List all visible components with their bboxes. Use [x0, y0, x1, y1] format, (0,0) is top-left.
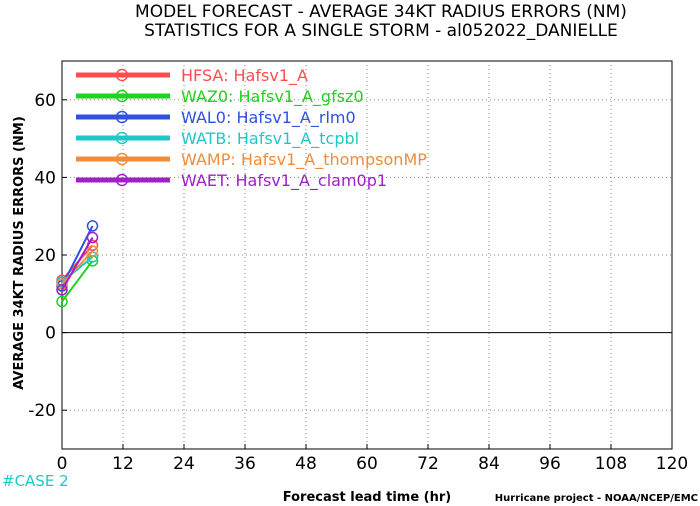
case-label: #CASE 2: [2, 472, 69, 490]
x-tick-label: 0: [57, 454, 68, 474]
series-line: [61, 250, 94, 285]
legend-marker: [115, 68, 129, 82]
data-series: [56, 220, 99, 308]
legend-marker: [115, 110, 129, 124]
y-tick-label: 60: [34, 91, 56, 111]
series-point: [86, 245, 99, 257]
y-tick-label: -20: [28, 401, 56, 421]
legend-series-name: Hafsv1_A_thompsonMP: [241, 150, 427, 170]
chart-title: MODEL FORECAST - AVERAGE 34KT RADIUS ERR…: [135, 2, 627, 22]
legend-marker: [115, 89, 129, 103]
legend-series-name: Hafsv1_A_rlm0: [236, 108, 355, 128]
x-tick-label: 12: [112, 454, 134, 474]
y-tick-label: 40: [34, 168, 56, 188]
x-tick-label: 24: [173, 454, 195, 474]
legend-series-name: Hafsv1_A: [234, 66, 308, 86]
series-point: [86, 231, 99, 244]
legend-label: WAMP: Hafsv1_A_thompsonMP: [181, 150, 427, 170]
grid: [62, 61, 672, 449]
chart-subtitle: STATISTICS FOR A SINGLE STORM - al052022…: [144, 21, 618, 41]
legend-label: WAL0: Hafsv1_A_rlm0: [181, 108, 356, 128]
legend-code: WAET:: [181, 171, 236, 190]
legend-code: HFSA:: [181, 66, 234, 85]
series-point: [56, 284, 68, 296]
legend-marker: [115, 152, 129, 166]
legend-label: WAET: Hafsv1_A_clam0p1: [181, 171, 387, 191]
series-point: [86, 220, 99, 232]
x-tick-label: 48: [295, 454, 317, 474]
legend-marker: [115, 173, 129, 187]
x-tick-label: 96: [539, 454, 561, 474]
x-tick-label: 72: [417, 454, 439, 474]
y-axis-label: AVERAGE 34KT RADIUS ERRORS (NM): [12, 116, 27, 390]
legend-label: HFSA: Hafsv1_A: [181, 66, 308, 86]
x-tick-label: 84: [478, 454, 500, 474]
legend-series-name: Hafsv1_A_tcpbl: [237, 129, 359, 149]
series-line: [61, 260, 94, 303]
y-tick-label: 0: [45, 324, 56, 344]
legend-series-name: Hafsv1_A_gfsz0: [239, 87, 364, 107]
x-axis-label: Forecast lead time (hr): [283, 490, 451, 505]
x-tick-label: 108: [595, 454, 627, 474]
legend-label: WAZ0: Hafsv1_A_gfsz0: [181, 87, 364, 107]
legend-code: WATB:: [181, 129, 237, 148]
y-tick-label: 20: [34, 246, 56, 266]
axis-ticks: 0 12 24 36 48 60 72 84 96 108 120 -20 0 20 40 60: [28, 91, 688, 474]
legend-marker: [115, 131, 129, 145]
footer-credit: Hurricane project - NOAA/NCEP/EMC: [495, 493, 698, 504]
series-point: [56, 295, 68, 308]
x-tick-label: 60: [356, 454, 378, 474]
legend-code: WAMP:: [181, 150, 241, 169]
series-line: [61, 237, 94, 291]
legend-series-name: Hafsv1_A_clam0p1: [236, 171, 388, 191]
legend-code: WAZ0:: [181, 87, 239, 106]
legend-label: WATB: Hafsv1_A_tcpbl: [181, 129, 359, 149]
x-tick-label: 36: [234, 454, 256, 474]
legend-code: WAL0:: [181, 108, 236, 127]
x-tick-label: 120: [656, 454, 688, 474]
